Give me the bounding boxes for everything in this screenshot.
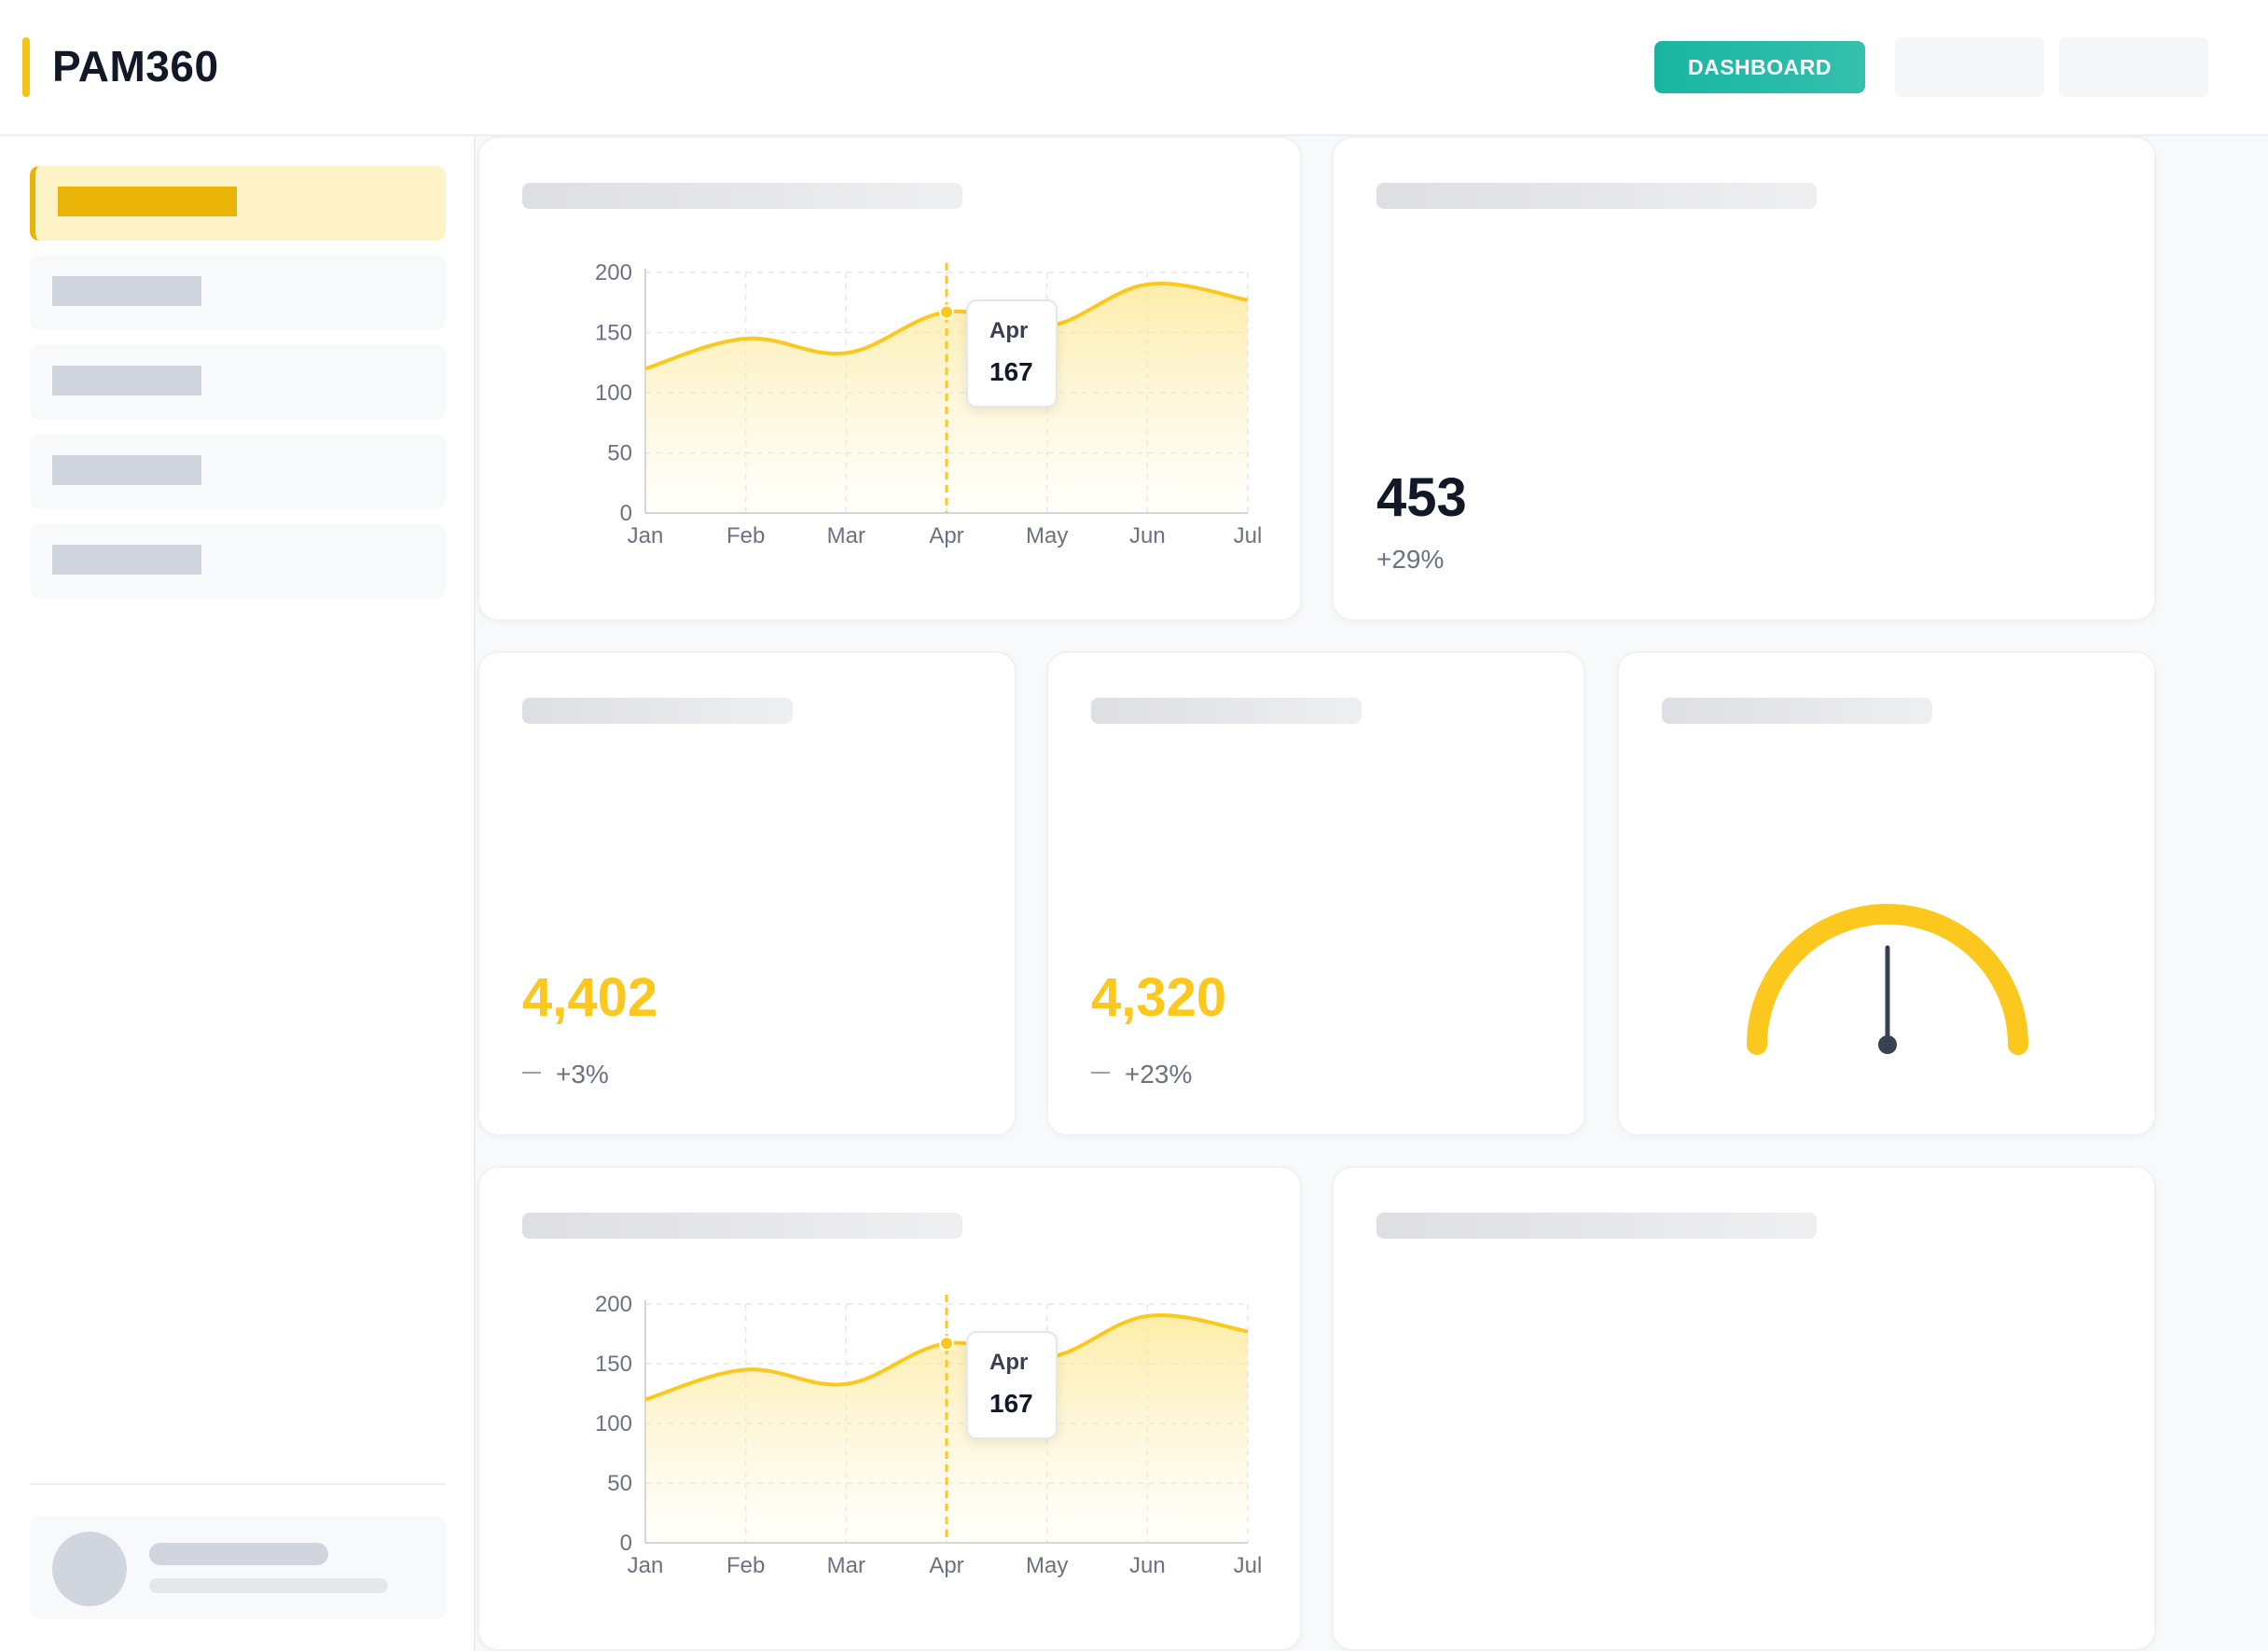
- total-stat-card: 453 +29%: [1332, 136, 2156, 621]
- header-placeholder-button[interactable]: [2059, 37, 2208, 97]
- tooltip-value: 167: [989, 357, 1033, 386]
- data-point[interactable]: [740, 333, 752, 344]
- y-tick-label: 50: [607, 441, 632, 466]
- x-tick-label: Apr: [929, 1553, 963, 1578]
- card-title-placeholder: [1091, 698, 1362, 724]
- sidebar-divider: [30, 1483, 446, 1485]
- x-tick-label: Jul: [1234, 523, 1263, 548]
- user-role-placeholder: [149, 1578, 388, 1593]
- sidebar-item[interactable]: [30, 435, 446, 509]
- gauge-needle-pivot: [1878, 1035, 1897, 1054]
- x-tick-label: May: [1026, 1553, 1068, 1578]
- y-tick-label: 100: [595, 381, 632, 406]
- y-tick-label: 0: [620, 501, 632, 526]
- metric-b-delta: +23%: [1125, 1060, 1193, 1089]
- data-point[interactable]: [1242, 1325, 1253, 1337]
- tooltip-label: Apr: [989, 318, 1028, 343]
- tooltip-marker[interactable]: [939, 1336, 954, 1352]
- card-title-placeholder: [522, 698, 793, 724]
- user-name-placeholder: [149, 1543, 328, 1565]
- x-tick-label: Jun: [1129, 523, 1166, 548]
- sidebar-item-label-placeholder: [52, 366, 201, 395]
- gauge-arc: [1747, 904, 2028, 1055]
- header-placeholder-button[interactable]: [1895, 37, 2044, 97]
- tooltip-box: [966, 299, 1058, 408]
- sidebar-item-active[interactable]: [30, 166, 446, 241]
- card-title-placeholder: [522, 183, 962, 209]
- x-tick-label: Mar: [827, 523, 865, 548]
- gauge-chart: [1747, 904, 2028, 1055]
- trend-chart-card: 0 50 100 150 200 Jan Feb Mar Apr May Jun Jul Apr 167: [477, 136, 1302, 621]
- dashboard-button[interactable]: DASHBOARD: [1654, 41, 1865, 93]
- sidebar-item[interactable]: [30, 256, 446, 330]
- brand-accent-bar: [22, 37, 30, 97]
- tooltip-label: Apr: [989, 1350, 1028, 1375]
- x-tick-label: Jun: [1129, 1553, 1166, 1578]
- metric-a-delta-row: +3%: [522, 1060, 609, 1089]
- total-value: 453: [1376, 467, 1467, 528]
- y-tick-label: 0: [620, 1531, 632, 1556]
- area-chart[interactable]: 0 50 100 150 200 Jan Feb Mar Apr May Jun Jul Apr 167: [479, 1168, 1304, 1651]
- area-chart[interactable]: 0 50 100 150 200 Jan Feb Mar Apr May Jun Jul Apr 167: [479, 138, 1304, 623]
- x-tick-label: Jul: [1234, 1553, 1263, 1578]
- data-point[interactable]: [640, 363, 651, 374]
- data-point[interactable]: [640, 1394, 651, 1405]
- y-tick-label: 200: [595, 260, 632, 285]
- metric-a-value: 4,402: [522, 967, 658, 1028]
- metric-a-delta: +3%: [556, 1060, 609, 1089]
- x-tick-label: Jan: [628, 1553, 664, 1578]
- data-point[interactable]: [1242, 295, 1253, 306]
- sidebar-item[interactable]: [30, 524, 446, 599]
- sidebar: [0, 136, 476, 1651]
- avatar: [52, 1532, 127, 1606]
- sidebar-item-label-placeholder: [52, 545, 201, 575]
- gauge-card: [1617, 651, 2156, 1136]
- sidebar-item-label-placeholder: [52, 276, 201, 306]
- card-title-placeholder: [1376, 183, 1817, 209]
- metric-b-delta-row: +23%: [1091, 1060, 1192, 1089]
- data-point[interactable]: [1141, 279, 1153, 290]
- sidebar-item-label-placeholder: [58, 187, 237, 216]
- x-tick-label: Apr: [929, 523, 963, 548]
- x-tick-label: Feb: [726, 1553, 765, 1578]
- user-profile-card[interactable]: [30, 1517, 446, 1619]
- data-point[interactable]: [740, 1364, 752, 1375]
- y-tick-label: 150: [595, 1352, 632, 1377]
- x-tick-label: Mar: [827, 1553, 865, 1578]
- y-tick-label: 50: [607, 1471, 632, 1496]
- tooltip-box: [966, 1331, 1058, 1439]
- trend-flat-icon: [522, 1071, 541, 1074]
- x-tick-label: Feb: [726, 523, 765, 548]
- card-title-placeholder: [1662, 698, 1932, 724]
- sidebar-item-label-placeholder: [52, 455, 201, 485]
- sidebar-item[interactable]: [30, 345, 446, 420]
- card-title-placeholder: [1376, 1213, 1817, 1239]
- y-tick-label: 150: [595, 321, 632, 346]
- y-tick-label: 100: [595, 1411, 632, 1436]
- card-title-placeholder: [522, 1213, 962, 1239]
- tooltip-marker[interactable]: [939, 304, 954, 320]
- top-header: PAM360 DASHBOARD: [0, 0, 2268, 136]
- tooltip-value: 167: [989, 1389, 1033, 1418]
- y-tick-label: 200: [595, 1292, 632, 1317]
- metric-b-card: 4,320 +23%: [1046, 651, 1585, 1136]
- data-point[interactable]: [840, 347, 851, 358]
- x-tick-label: Jan: [628, 523, 664, 548]
- data-point[interactable]: [840, 1379, 851, 1390]
- data-point[interactable]: [1141, 1311, 1153, 1322]
- app-title: PAM360: [52, 42, 219, 90]
- x-tick-label: May: [1026, 523, 1068, 548]
- trend-chart-card: 0 50 100 150 200 Jan Feb Mar Apr May Jun Jul Apr 167: [477, 1166, 1302, 1651]
- metric-b-value: 4,320: [1091, 967, 1227, 1028]
- total-delta: +29%: [1376, 545, 1445, 574]
- trend-flat-icon: [1091, 1071, 1110, 1074]
- metric-a-card: 4,402 +3%: [477, 651, 1016, 1136]
